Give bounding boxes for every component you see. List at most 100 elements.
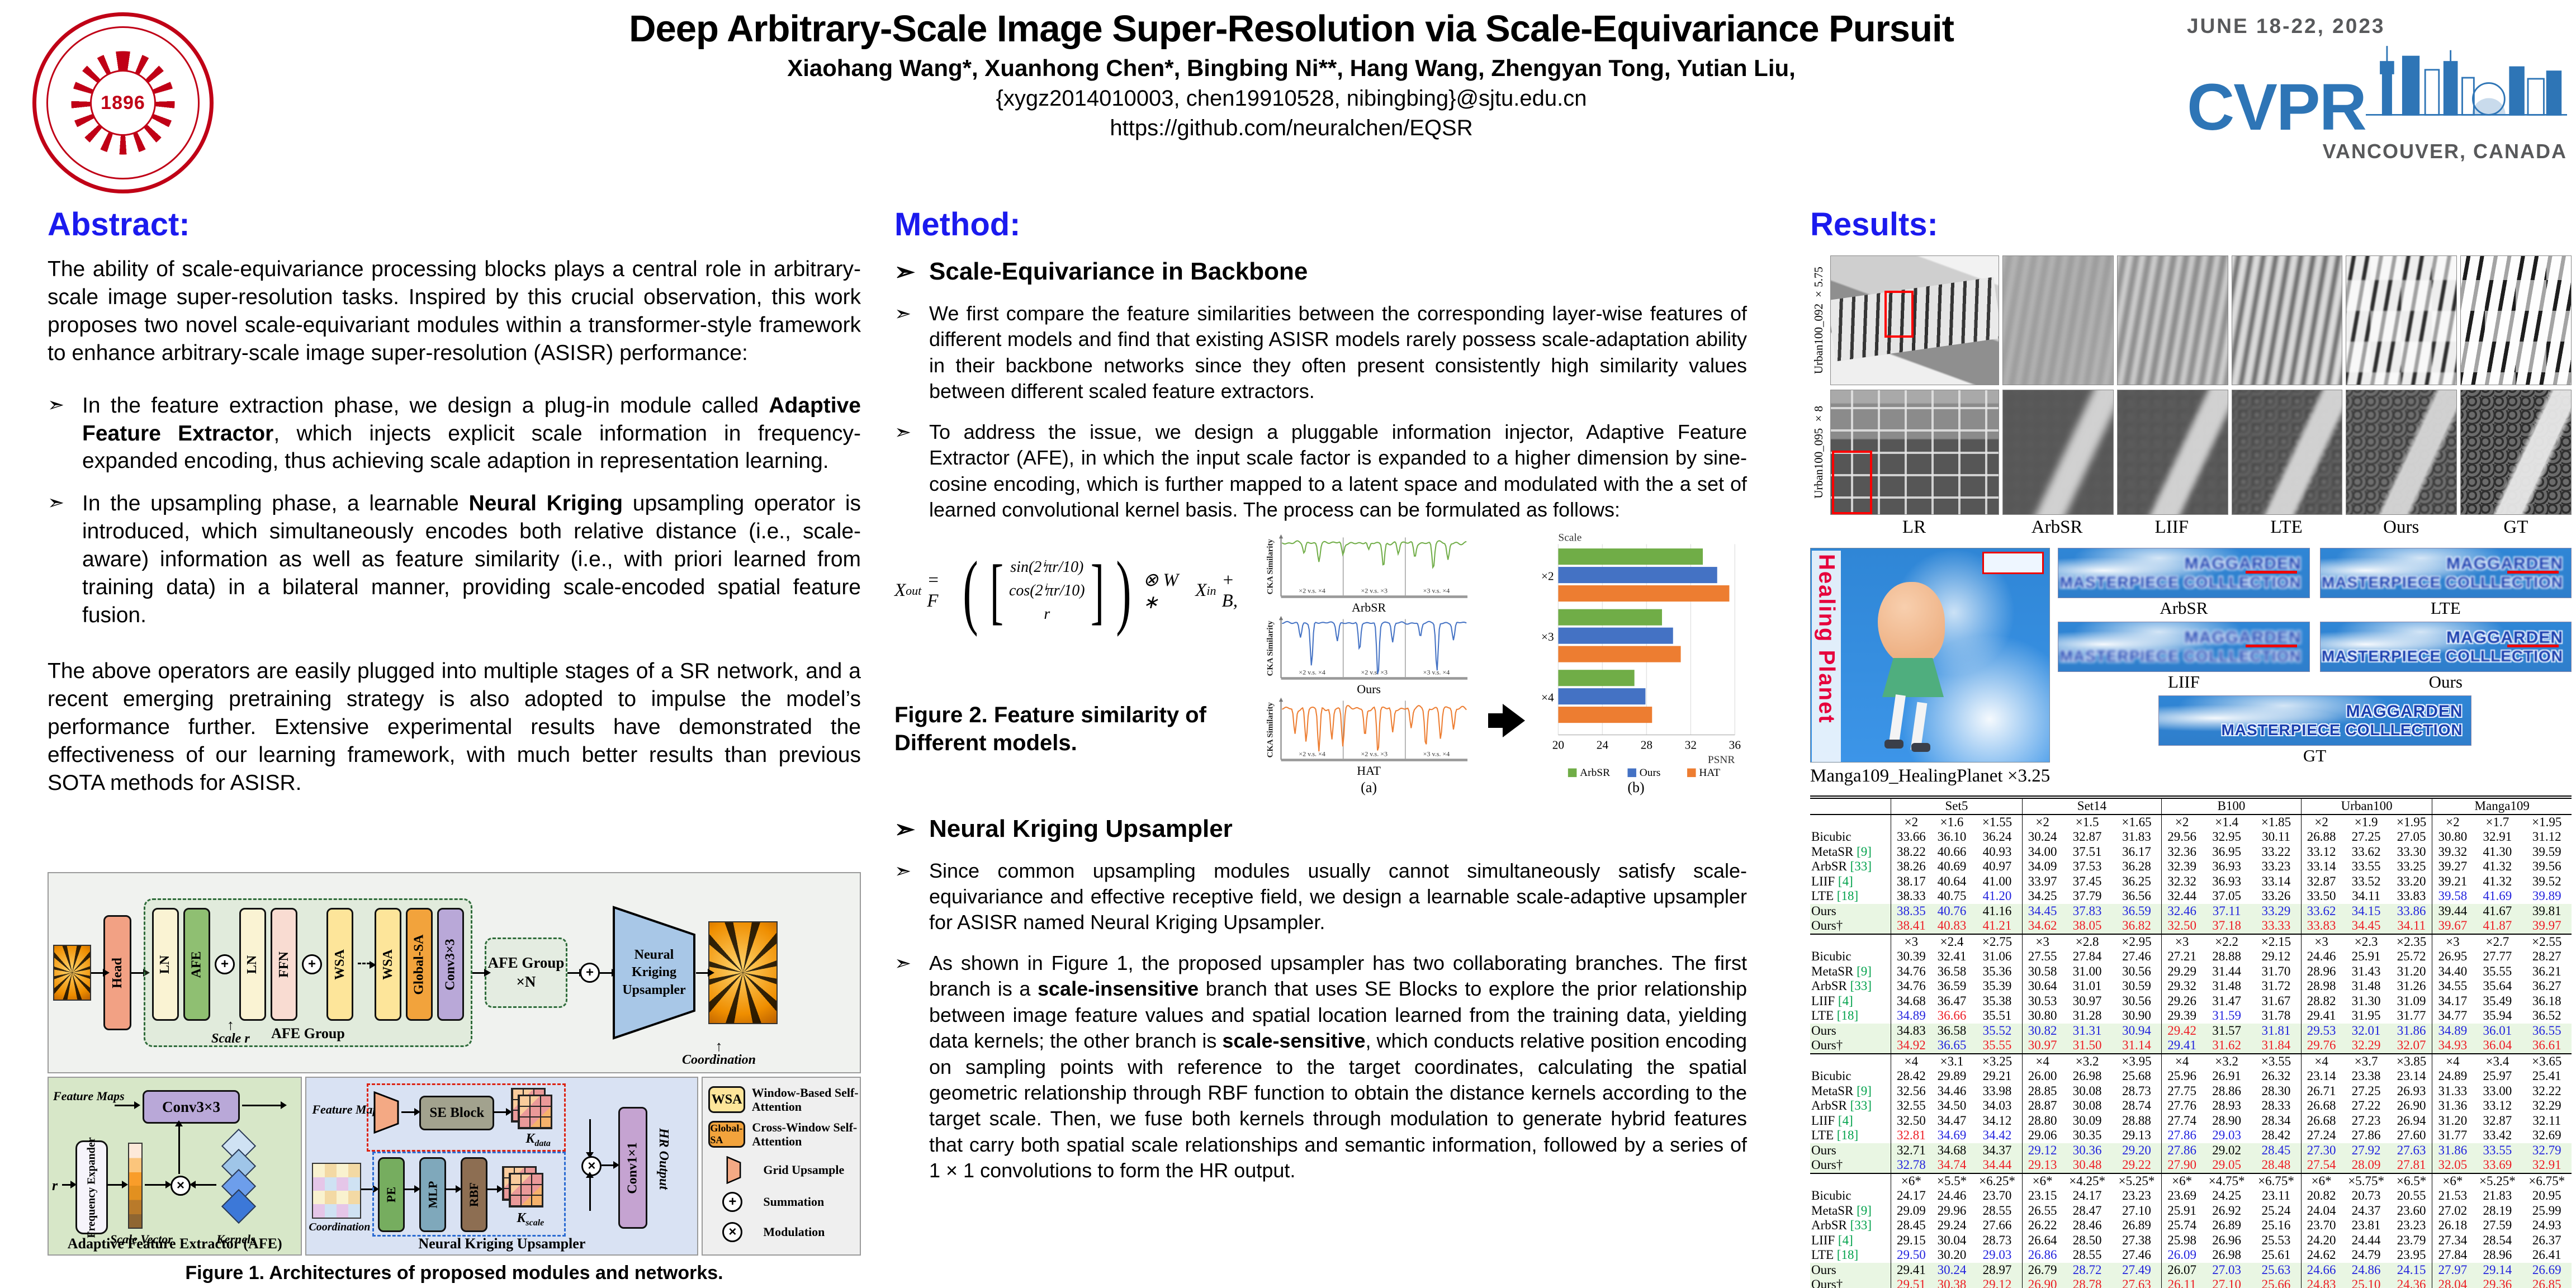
psnr-cell: 27.59 [2483, 1218, 2512, 1232]
psnr-cell: 31.95 [2351, 1008, 2381, 1022]
psnr-cell: 20.82 [2300, 1188, 2342, 1204]
method-row-label: Bicubic [1811, 1188, 1852, 1202]
svg-text:×3 v.s. ×4: ×3 v.s. ×4 [1423, 586, 1450, 594]
psnr-cell: 32.95 [2212, 830, 2242, 844]
method-row-label: ArbSR [33] [1811, 1098, 1872, 1112]
psnr-cell: 27.03 [2202, 1262, 2252, 1277]
psnr-cell: 23.23 [2397, 1218, 2426, 1232]
psnr-cell: 31.43 [2351, 964, 2381, 978]
psnr-cell: 27.25 [2351, 830, 2381, 844]
scale-header-cell: ×1.95 [2522, 813, 2572, 830]
psnr-cell: 33.29 [2251, 903, 2302, 918]
r-input-label: r [52, 1177, 58, 1194]
flow-arrow-icon [401, 1108, 421, 1116]
results-heading: Results: [1810, 206, 1938, 243]
psnr-cell: 31.20 [2432, 1113, 2473, 1128]
big-arrow-icon [1488, 645, 1525, 796]
psnr-cell: 34.62 [2021, 918, 2063, 934]
psnr-cell: 34.93 [2432, 1038, 2473, 1054]
psnr-cell: 28.73 [2122, 1083, 2151, 1098]
psnr-cell: 32.39 [2161, 859, 2203, 874]
psnr-cell: 31.47 [2212, 993, 2242, 1008]
psnr-cell: 27.05 [2397, 830, 2426, 844]
psnr-cell: 26.64 [2021, 1233, 2063, 1248]
abstract-outro: The above operators are easily plugged i… [48, 659, 861, 795]
psnr-cell: 36.65 [1931, 1038, 1973, 1054]
psnr-cell: 26.91 [2212, 1069, 2242, 1083]
psnr-cell: 28.45 [1891, 1218, 1931, 1233]
psnr-cell: 37.79 [2072, 889, 2102, 903]
psnr-cell: 28.46 [2072, 1218, 2102, 1232]
psnr-cell: 32.71 [1891, 1143, 1931, 1158]
psnr-cell: 20.95 [2532, 1188, 2561, 1202]
svg-text:Scale: Scale [1559, 533, 1582, 544]
flow-arrow-icon [602, 1161, 620, 1169]
bullet-arrow-icon: ➣ [894, 258, 915, 286]
psnr-cell: 29.12 [1972, 1277, 2023, 1288]
se-block: SE Block [419, 1096, 495, 1130]
psnr-cell: 25.10 [2341, 1277, 2391, 1288]
scale-sensitive-branch-box [372, 1152, 566, 1237]
psnr-cell: 33.12 [2300, 844, 2342, 859]
psnr-cell: 30.24 [2021, 830, 2063, 845]
scale-header-cell: ×4.75* [2202, 1172, 2252, 1188]
psnr-cell: 30.38 [1931, 1277, 1973, 1288]
psnr-cell: 30.64 [2021, 979, 2063, 994]
cvpr-dates: JUNE 18-22, 2023 [2187, 15, 2385, 37]
manga-gt-cell: MAGGARDEN MASTERPIECE COLLLECTION GT [2158, 695, 2471, 769]
psnr-cell: 30.59 [2122, 979, 2151, 993]
scale-header-cell: ×2 [2021, 813, 2063, 830]
poster-authors: Xiaohang Wang*, Xuanhong Chen*, Bingbing… [787, 55, 1796, 82]
psnr-cell: 37.18 [2202, 918, 2252, 934]
cka-chart-HAT: CKA Similarity ×2 v.s. ×4 ×2 v.s. ×3 ×3 v.s… [1266, 697, 1467, 761]
psnr-cell: 32.87 [2483, 1113, 2512, 1128]
summation-icon: + [580, 963, 600, 983]
psnr-cell: 31.86 [2432, 1143, 2473, 1158]
psnr-cell: 24.46 [1937, 1188, 1967, 1202]
scale-header-cell: ×2 [2161, 813, 2203, 830]
repo-link[interactable]: https://github.com/neuralchen/EQSR [1110, 116, 1473, 141]
psnr-cell: 34.42 [1982, 1128, 2012, 1142]
modulation-legend-icon: × [722, 1222, 743, 1242]
psnr-cell: 28.73 [1982, 1233, 2012, 1247]
manga-caption: Manga109_HealingPlanet ×3.25 [1810, 766, 2051, 786]
method-row-label: Bicubic [1811, 949, 1852, 963]
method-row-label: Bicubic [1811, 830, 1852, 844]
psnr-cell: 32.91 [2522, 1158, 2572, 1173]
psnr-cell: 30.11 [2262, 830, 2290, 844]
psnr-cell: 27.86 [2161, 1128, 2203, 1143]
psnr-cell: 36.04 [2473, 1038, 2522, 1054]
psnr-bars-svg: Scale ×2 ×3 ×4 20 24 28 32 36 PSNR ArbSR Ours HAT [1541, 533, 1741, 778]
scale-r-label: Scale r [211, 1020, 250, 1046]
svg-text:×2 v.s. ×4: ×2 v.s. ×4 [1299, 586, 1325, 594]
psnr-cell: 34.83 [1891, 1023, 1931, 1038]
psnr-cell: 25.72 [2397, 949, 2426, 963]
modulation-legend-text: Modulation [763, 1225, 825, 1239]
method-row-label: MetaSR [9] [1811, 1203, 1872, 1218]
conv3x3-block: Conv3×3 [143, 1090, 240, 1124]
psnr-cell: 30.48 [2062, 1158, 2112, 1173]
k-scale-label: Kscale [517, 1211, 544, 1228]
afe-group-xn-box: AFE Group ×N [485, 937, 567, 1008]
psnr-cell: 32.29 [2532, 1098, 2561, 1112]
abstract-bullet-2-text: In the upsampling phase, a learnable Neu… [82, 491, 861, 627]
psnr-cell: 34.77 [2432, 1008, 2473, 1024]
psnr-cell: 37.51 [2072, 844, 2102, 859]
psnr-cell: 32.87 [2072, 830, 2102, 844]
psnr-cell: 31.83 [2122, 830, 2151, 844]
method-column: Method: ➣ Scale-Equivariance in Backbone… [894, 206, 1747, 1288]
psnr-cell: 30.56 [2122, 964, 2151, 978]
psnr-cell: 28.80 [2021, 1113, 2063, 1128]
psnr-cell: 29.12 [2021, 1143, 2063, 1158]
psnr-cell: 29.24 [1937, 1218, 1967, 1232]
psnr-cell: 31.86 [2390, 1023, 2432, 1038]
psnr-cell: 34.12 [1982, 1113, 2012, 1128]
psnr-cell: 25.74 [2161, 1218, 2203, 1233]
psnr-cell: 28.27 [2532, 949, 2561, 963]
psnr-cell: 41.21 [1972, 918, 2023, 934]
flow-arrow-icon [493, 1108, 513, 1116]
scale-header-cell: ×5.25* [2111, 1172, 2162, 1188]
psnr-cell: 33.83 [2397, 889, 2426, 903]
psnr-cell: 32.36 [2161, 844, 2203, 859]
psnr-cell: 39.32 [2432, 844, 2473, 859]
